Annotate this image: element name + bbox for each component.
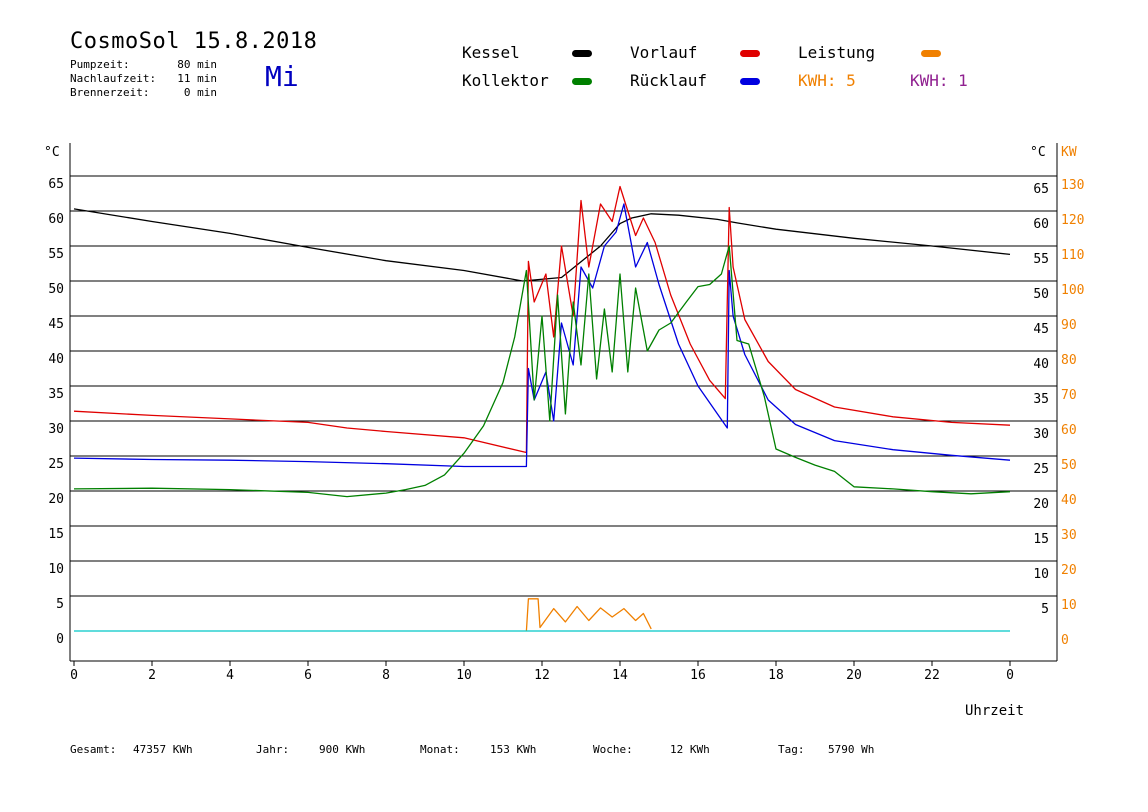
- y-tick-label-left: 60: [48, 212, 64, 227]
- y2-tick-label: 10: [1061, 598, 1077, 613]
- y2-tick-label: 40: [1061, 493, 1077, 508]
- legend-kollektor-swatch: [572, 78, 592, 85]
- series-kollektor-line: [73, 245, 1011, 498]
- y2-tick-label: 70: [1061, 388, 1077, 403]
- y-tick-label-right: 40: [1033, 357, 1049, 372]
- y-tick-label-right: 20: [1033, 497, 1049, 512]
- x-tick-label: 20: [846, 668, 862, 683]
- x-tick-label: 0: [1006, 668, 1014, 683]
- chart-title: CosmoSol 15.8.2018: [70, 29, 318, 54]
- y-tick-label-right: 10: [1033, 567, 1049, 582]
- y2-tick-label: 60: [1061, 423, 1077, 438]
- y-tick-label-left: 40: [48, 352, 64, 367]
- legend-ruecklauf-label: Rücklauf: [630, 71, 708, 90]
- series-kessel-line: [73, 208, 1011, 282]
- y-tick-label-left: 30: [48, 422, 64, 437]
- x-tick-label: 0: [70, 668, 78, 683]
- total-gesamt-label: Gesamt:: [70, 743, 117, 756]
- total-gesamt-value: 47357 KWh: [133, 743, 193, 756]
- legend-kessel-label: Kessel: [462, 43, 520, 62]
- y-tick-label-right: 15: [1033, 532, 1049, 547]
- x-tick-label: 2: [148, 668, 156, 683]
- legend-leistung-label: Leistung: [798, 43, 876, 62]
- x-tick-label: 16: [690, 668, 706, 683]
- x-tick-label: 14: [612, 668, 628, 683]
- nachlaufzeit-value: 11 min: [177, 72, 217, 85]
- y-tick-label-left: 65: [48, 177, 64, 192]
- y-tick-label-left: 10: [48, 562, 64, 577]
- y-tick-label-right: 55: [1033, 252, 1049, 267]
- y-tick-label-left: 5: [56, 597, 64, 612]
- y2-tick-label: 100: [1061, 283, 1084, 298]
- y-axis-unit-left: °C: [44, 145, 60, 160]
- y2-tick-label: 120: [1061, 213, 1084, 228]
- legend-kollektor-label: Kollektor: [462, 71, 549, 90]
- y-tick-label-right: 5: [1041, 602, 1049, 617]
- y2-tick-label: 0: [1061, 633, 1069, 648]
- x-tick-label: 8: [382, 668, 390, 683]
- y-tick-label-left: 50: [48, 282, 64, 297]
- y2-tick-label: 90: [1061, 318, 1077, 333]
- brennerzeit-value: 0 min: [183, 86, 217, 99]
- y-axis-unit-right: °C: [1030, 145, 1046, 160]
- series-leistung-line: [525, 598, 652, 632]
- total-woche-value: 12 KWh: [670, 743, 710, 756]
- y2-axis-unit: KW: [1061, 145, 1077, 160]
- total-jahr-value: 900 KWh: [319, 743, 366, 756]
- y-tick-label-right: 60: [1033, 217, 1049, 232]
- pumpzeit-label: Pumpzeit:: [70, 58, 130, 71]
- y-tick-label-left: 25: [48, 457, 64, 472]
- y-tick-label-right: 50: [1033, 287, 1049, 302]
- y-tick-label-left: 15: [48, 527, 64, 542]
- series-vorlauf-line: [73, 185, 1011, 454]
- x-tick-label: 18: [768, 668, 784, 683]
- y-tick-label-left: 20: [48, 492, 64, 507]
- x-tick-label: 12: [534, 668, 550, 683]
- legend-vorlauf-swatch: [740, 50, 760, 57]
- total-jahr-label: Jahr:: [256, 743, 290, 756]
- y-tick-label-left: 0: [56, 632, 64, 647]
- total-tag-value: 5790 Wh: [828, 743, 875, 756]
- legend-leistung-swatch: [921, 50, 941, 57]
- total-woche-label: Woche:: [593, 743, 633, 756]
- y-tick-label-right: 30: [1033, 427, 1049, 442]
- y-tick-label-right: 45: [1033, 322, 1049, 337]
- y-tick-label-left: 35: [48, 387, 64, 402]
- x-tick-label: 4: [226, 668, 234, 683]
- x-tick-label: 22: [924, 668, 940, 683]
- weekday-label: Mi: [265, 60, 299, 93]
- nachlaufzeit-label: Nachlaufzeit:: [70, 72, 157, 85]
- y2-tick-label: 80: [1061, 353, 1077, 368]
- total-monat-value: 153 KWh: [490, 743, 537, 756]
- y-tick-label-left: 45: [48, 317, 64, 332]
- pumpzeit-value: 80 min: [177, 58, 217, 71]
- legend-kwh-a: KWH: 5: [798, 71, 856, 90]
- y2-tick-label: 30: [1061, 528, 1077, 543]
- y2-tick-label: 130: [1061, 178, 1084, 193]
- x-axis-label: Uhrzeit: [965, 703, 1024, 719]
- y2-tick-label: 110: [1061, 248, 1084, 263]
- series-r-cklauf-line: [73, 203, 1011, 468]
- legend-vorlauf-label: Vorlauf: [630, 43, 698, 62]
- legend-ruecklauf-swatch: [740, 78, 760, 85]
- y-tick-label-right: 65: [1033, 182, 1049, 197]
- legend-kwh-b: KWH: 1: [910, 71, 968, 90]
- y-tick-label-right: 35: [1033, 392, 1049, 407]
- legend-kessel-swatch: [572, 50, 592, 57]
- y-tick-label-right: 25: [1033, 462, 1049, 477]
- y-tick-label-left: 55: [48, 247, 64, 262]
- total-monat-label: Monat:: [420, 743, 460, 756]
- y2-tick-label: 50: [1061, 458, 1077, 473]
- brennerzeit-label: Brennerzeit:: [70, 86, 150, 99]
- y2-tick-label: 20: [1061, 563, 1077, 578]
- x-tick-label: 6: [304, 668, 312, 683]
- total-tag-label: Tag:: [778, 743, 805, 756]
- x-tick-label: 10: [456, 668, 472, 683]
